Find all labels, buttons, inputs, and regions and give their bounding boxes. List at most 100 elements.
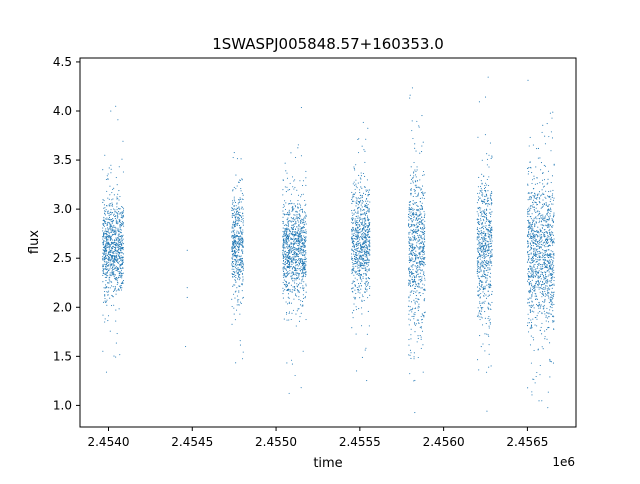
data-point xyxy=(358,261,360,263)
data-point xyxy=(488,302,490,304)
data-point xyxy=(419,187,421,189)
data-point xyxy=(412,177,414,179)
data-point xyxy=(537,215,539,217)
data-point xyxy=(241,244,243,246)
data-point xyxy=(106,291,108,293)
data-point xyxy=(419,254,421,256)
data-point xyxy=(301,300,304,302)
data-point xyxy=(298,320,301,322)
data-point xyxy=(235,235,237,237)
data-point xyxy=(487,260,489,262)
data-point xyxy=(413,238,415,240)
data-point xyxy=(110,227,112,229)
data-point xyxy=(103,251,105,253)
data-point xyxy=(480,270,482,272)
data-point xyxy=(299,261,302,263)
data-point xyxy=(410,211,412,213)
data-point xyxy=(408,273,410,275)
data-point xyxy=(104,274,106,276)
data-point xyxy=(408,208,410,210)
data-point xyxy=(479,197,481,199)
data-point xyxy=(528,230,530,232)
data-point xyxy=(357,221,359,224)
data-point xyxy=(357,259,359,261)
data-point xyxy=(239,301,241,303)
data-point xyxy=(236,224,238,226)
data-point xyxy=(121,217,123,219)
data-point xyxy=(234,279,236,281)
data-point xyxy=(364,150,366,152)
data-point xyxy=(351,271,353,273)
data-point xyxy=(121,287,123,289)
data-point xyxy=(489,260,491,262)
data-point xyxy=(241,260,243,262)
data-point xyxy=(294,256,296,258)
data-point xyxy=(302,245,304,247)
data-point xyxy=(535,281,537,283)
data-point xyxy=(548,316,550,318)
data-point xyxy=(115,229,117,231)
data-point xyxy=(545,190,547,192)
data-point xyxy=(110,168,112,170)
data-point xyxy=(418,263,421,265)
data-point xyxy=(116,249,118,251)
data-point xyxy=(366,380,368,382)
data-point xyxy=(105,280,107,282)
data-point xyxy=(114,217,116,220)
data-point xyxy=(362,265,364,267)
data-point xyxy=(296,243,298,245)
data-point xyxy=(365,211,367,213)
data-point xyxy=(359,229,361,231)
data-point xyxy=(549,232,551,234)
data-point xyxy=(490,286,492,288)
data-point xyxy=(412,180,414,182)
data-point xyxy=(286,319,288,321)
data-point xyxy=(237,272,239,274)
data-point xyxy=(478,243,480,245)
data-point xyxy=(408,313,410,315)
data-point xyxy=(419,257,422,259)
data-point xyxy=(232,227,234,229)
data-point xyxy=(542,216,544,218)
data-point xyxy=(121,222,123,224)
data-point xyxy=(531,247,533,249)
data-point xyxy=(283,279,285,281)
data-point xyxy=(296,211,298,213)
data-point xyxy=(411,273,413,275)
data-point xyxy=(234,200,236,202)
data-point xyxy=(478,267,480,269)
data-point xyxy=(364,237,367,239)
data-point xyxy=(367,277,369,279)
data-point xyxy=(491,242,493,244)
data-point xyxy=(359,192,361,194)
data-point xyxy=(487,263,489,265)
data-point xyxy=(111,221,113,223)
data-point xyxy=(485,220,487,222)
data-point xyxy=(488,226,490,228)
data-point xyxy=(482,237,484,239)
data-point xyxy=(478,252,481,254)
data-point xyxy=(417,192,420,194)
data-point xyxy=(419,234,421,236)
data-point xyxy=(239,235,241,237)
data-point xyxy=(113,252,115,254)
data-point xyxy=(297,248,299,250)
data-point xyxy=(235,309,238,311)
data-point xyxy=(491,253,493,255)
data-point xyxy=(357,270,359,272)
data-point xyxy=(299,304,302,306)
data-point xyxy=(108,290,110,292)
data-point xyxy=(242,250,244,252)
data-point xyxy=(298,299,300,301)
data-point xyxy=(484,211,486,213)
data-point xyxy=(120,272,123,274)
data-point xyxy=(422,191,424,193)
data-point xyxy=(483,269,485,272)
data-point xyxy=(352,281,354,283)
data-point xyxy=(485,270,487,272)
data-point xyxy=(110,230,113,232)
data-point xyxy=(242,245,244,247)
data-point xyxy=(532,266,534,268)
data-point xyxy=(422,248,424,250)
data-point xyxy=(282,189,284,191)
